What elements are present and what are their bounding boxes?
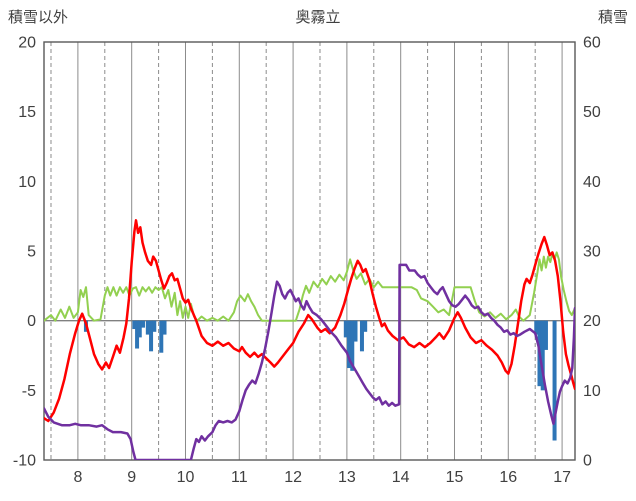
vertical-gridlines — [50, 42, 563, 460]
svg-text:15: 15 — [18, 104, 36, 121]
svg-text:30: 30 — [583, 244, 601, 261]
svg-text:-5: -5 — [22, 383, 36, 400]
svg-text:60: 60 — [583, 35, 601, 52]
svg-text:0: 0 — [27, 313, 36, 330]
x-tick-labels: 8 9 10 11 12 13 14 15 16 17 — [73, 469, 571, 486]
right-axis-title: 積雪 — [597, 9, 628, 26]
svg-text:5: 5 — [27, 244, 36, 261]
svg-text:15: 15 — [446, 469, 464, 486]
svg-text:40: 40 — [583, 174, 601, 191]
series-purple-line — [44, 263, 575, 460]
plot-border — [43, 41, 576, 461]
left-axis-title: 積雪以外 — [8, 9, 69, 26]
svg-text:13: 13 — [338, 469, 356, 486]
svg-text:17: 17 — [553, 469, 571, 486]
svg-text:8: 8 — [73, 469, 82, 486]
svg-text:14: 14 — [392, 469, 410, 486]
svg-text:9: 9 — [127, 469, 136, 486]
svg-text:16: 16 — [499, 469, 517, 486]
svg-text:20: 20 — [18, 35, 36, 52]
series-red-line — [44, 219, 575, 423]
svg-text:10: 10 — [583, 383, 601, 400]
svg-text:50: 50 — [583, 104, 601, 121]
right-tick-labels: 60 50 40 30 20 10 0 — [583, 35, 601, 470]
left-tick-labels: 20 15 10 5 0 -5 -10 — [13, 35, 36, 470]
series-green-line — [44, 251, 575, 322]
svg-text:11: 11 — [231, 469, 248, 486]
svg-text:-10: -10 — [13, 453, 36, 470]
svg-text:10: 10 — [177, 469, 195, 486]
chart-title: 奥霧立 — [295, 9, 341, 26]
svg-text:12: 12 — [284, 469, 302, 486]
svg-text:10: 10 — [18, 174, 36, 191]
svg-text:0: 0 — [583, 453, 592, 470]
svg-text:20: 20 — [583, 313, 601, 330]
